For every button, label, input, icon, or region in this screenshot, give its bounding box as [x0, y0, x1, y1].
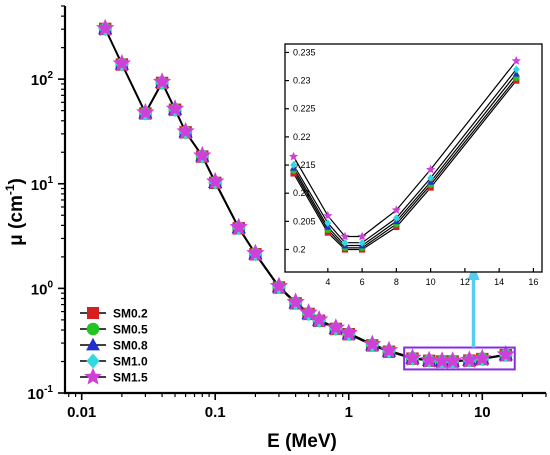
inset-x-tick-label: 4	[325, 277, 330, 287]
data-point	[176, 121, 195, 140]
inset-x-tick-label: 14	[494, 277, 504, 287]
inset-plot: 4 6 8 10 12 14 16 0.2 0.205 0.21 0.215 0.22 0.225 0.2…	[284, 43, 543, 287]
data-point	[460, 350, 479, 368]
inset-data-point	[511, 56, 521, 65]
data-point	[246, 243, 265, 261]
legend-marker	[84, 367, 102, 385]
data-point	[339, 323, 358, 341]
data-point	[379, 340, 399, 359]
data-point	[420, 350, 439, 368]
data-point	[473, 348, 492, 367]
legend-label: SM1.5	[113, 371, 148, 385]
y-tick-label: 101	[31, 175, 54, 194]
inset-frame	[284, 43, 543, 273]
inset-y-tick-label: 0.235	[293, 47, 316, 57]
x-tick-label: 10	[474, 404, 491, 421]
data-point	[112, 53, 131, 72]
data-point	[443, 351, 462, 369]
y-tick-label: 100	[31, 279, 54, 298]
inset-x-tick-label: 8	[394, 277, 399, 287]
data-point	[206, 171, 225, 190]
inset-series-markers	[290, 65, 520, 247]
data-point	[229, 217, 248, 235]
legend-label: SM0.5	[113, 323, 148, 337]
x-tick-label: 1	[345, 404, 353, 421]
inset-data-point	[392, 214, 400, 222]
data-point	[403, 348, 422, 366]
inset-data-point	[427, 174, 435, 182]
inset-data-point	[323, 210, 333, 220]
inset-data-point	[426, 164, 436, 174]
inset-data-point	[340, 231, 350, 241]
inset-y-tick-label: 0.22	[293, 132, 311, 142]
data-point	[326, 318, 345, 336]
data-point	[496, 344, 515, 363]
inset-y-tick-label: 0.2	[293, 244, 306, 254]
inset-y-tick-label: 0.215	[293, 160, 316, 170]
x-tick-label: 0.1	[205, 404, 226, 421]
legend-item: SM1.5	[80, 367, 148, 385]
main-plot	[96, 18, 515, 369]
y-tick-label: 10-1	[27, 384, 53, 403]
y-axis-title: μ (cm-1)	[3, 178, 27, 246]
legend-marker	[86, 322, 100, 336]
inset-y-tick-label: 0.205	[293, 216, 316, 226]
inset-y-tick-label: 0.21	[293, 188, 311, 198]
data-point	[310, 310, 329, 328]
legend-item: SM0.8	[80, 337, 148, 353]
legend-marker	[86, 353, 100, 369]
data-point	[299, 303, 318, 321]
inset-y-tick-label: 0.225	[293, 104, 316, 114]
y-axis-title-main: μ (cm	[6, 195, 27, 246]
legend-item: SM0.2	[80, 307, 148, 321]
main-axes: 0.01 0.1 1 10 10-1 100 101 102	[27, 5, 547, 421]
inset-data-point	[341, 238, 349, 247]
inset-x-tick-label: 12	[460, 277, 470, 287]
inset-data-point	[512, 65, 520, 74]
highlight-box	[403, 346, 516, 371]
legend-marker	[86, 337, 100, 351]
data-point	[363, 334, 382, 352]
y-axis-title-sup: -1	[3, 184, 17, 195]
inset-data-point	[357, 231, 367, 241]
data-point	[136, 102, 155, 121]
data-point	[96, 18, 115, 37]
data-point	[193, 145, 212, 164]
inset-data-point	[324, 219, 332, 227]
data-point	[286, 292, 305, 310]
highlight-annotation	[403, 264, 516, 371]
data-point	[269, 276, 289, 294]
inset-x-tick-label: 6	[360, 277, 365, 287]
inset-series-markers	[289, 56, 521, 241]
x-axis-title: E (MeV)	[267, 431, 337, 452]
inset-x-tick-label: 10	[426, 277, 436, 287]
inset-data-point	[289, 151, 299, 161]
legend-marker	[87, 307, 99, 319]
inset-data-point	[290, 161, 297, 169]
data-point	[165, 99, 185, 117]
legend-label: SM0.2	[113, 307, 148, 321]
inset-data-point	[391, 205, 401, 214]
legend-label: SM0.8	[113, 339, 148, 353]
inset-y-tick-label: 0.23	[293, 76, 311, 86]
series-markers-SM1.5	[96, 18, 515, 369]
data-point	[152, 72, 172, 90]
inset-data-point	[358, 238, 366, 247]
legend-label: SM1.0	[113, 355, 148, 369]
legend-item: SM0.5	[80, 323, 148, 337]
inset-x-tick-label: 16	[528, 277, 538, 287]
legend: SM0.2 SM0.5 SM0.8 SM1.0 SM1.5	[80, 307, 148, 385]
data-point	[433, 351, 452, 369]
y-axis-title-close: )	[6, 178, 27, 184]
y-tick-label: 102	[31, 70, 54, 89]
inset-data-point	[512, 70, 520, 77]
x-tick-label: 0.01	[67, 404, 96, 421]
legend-item: SM1.0	[80, 353, 148, 369]
